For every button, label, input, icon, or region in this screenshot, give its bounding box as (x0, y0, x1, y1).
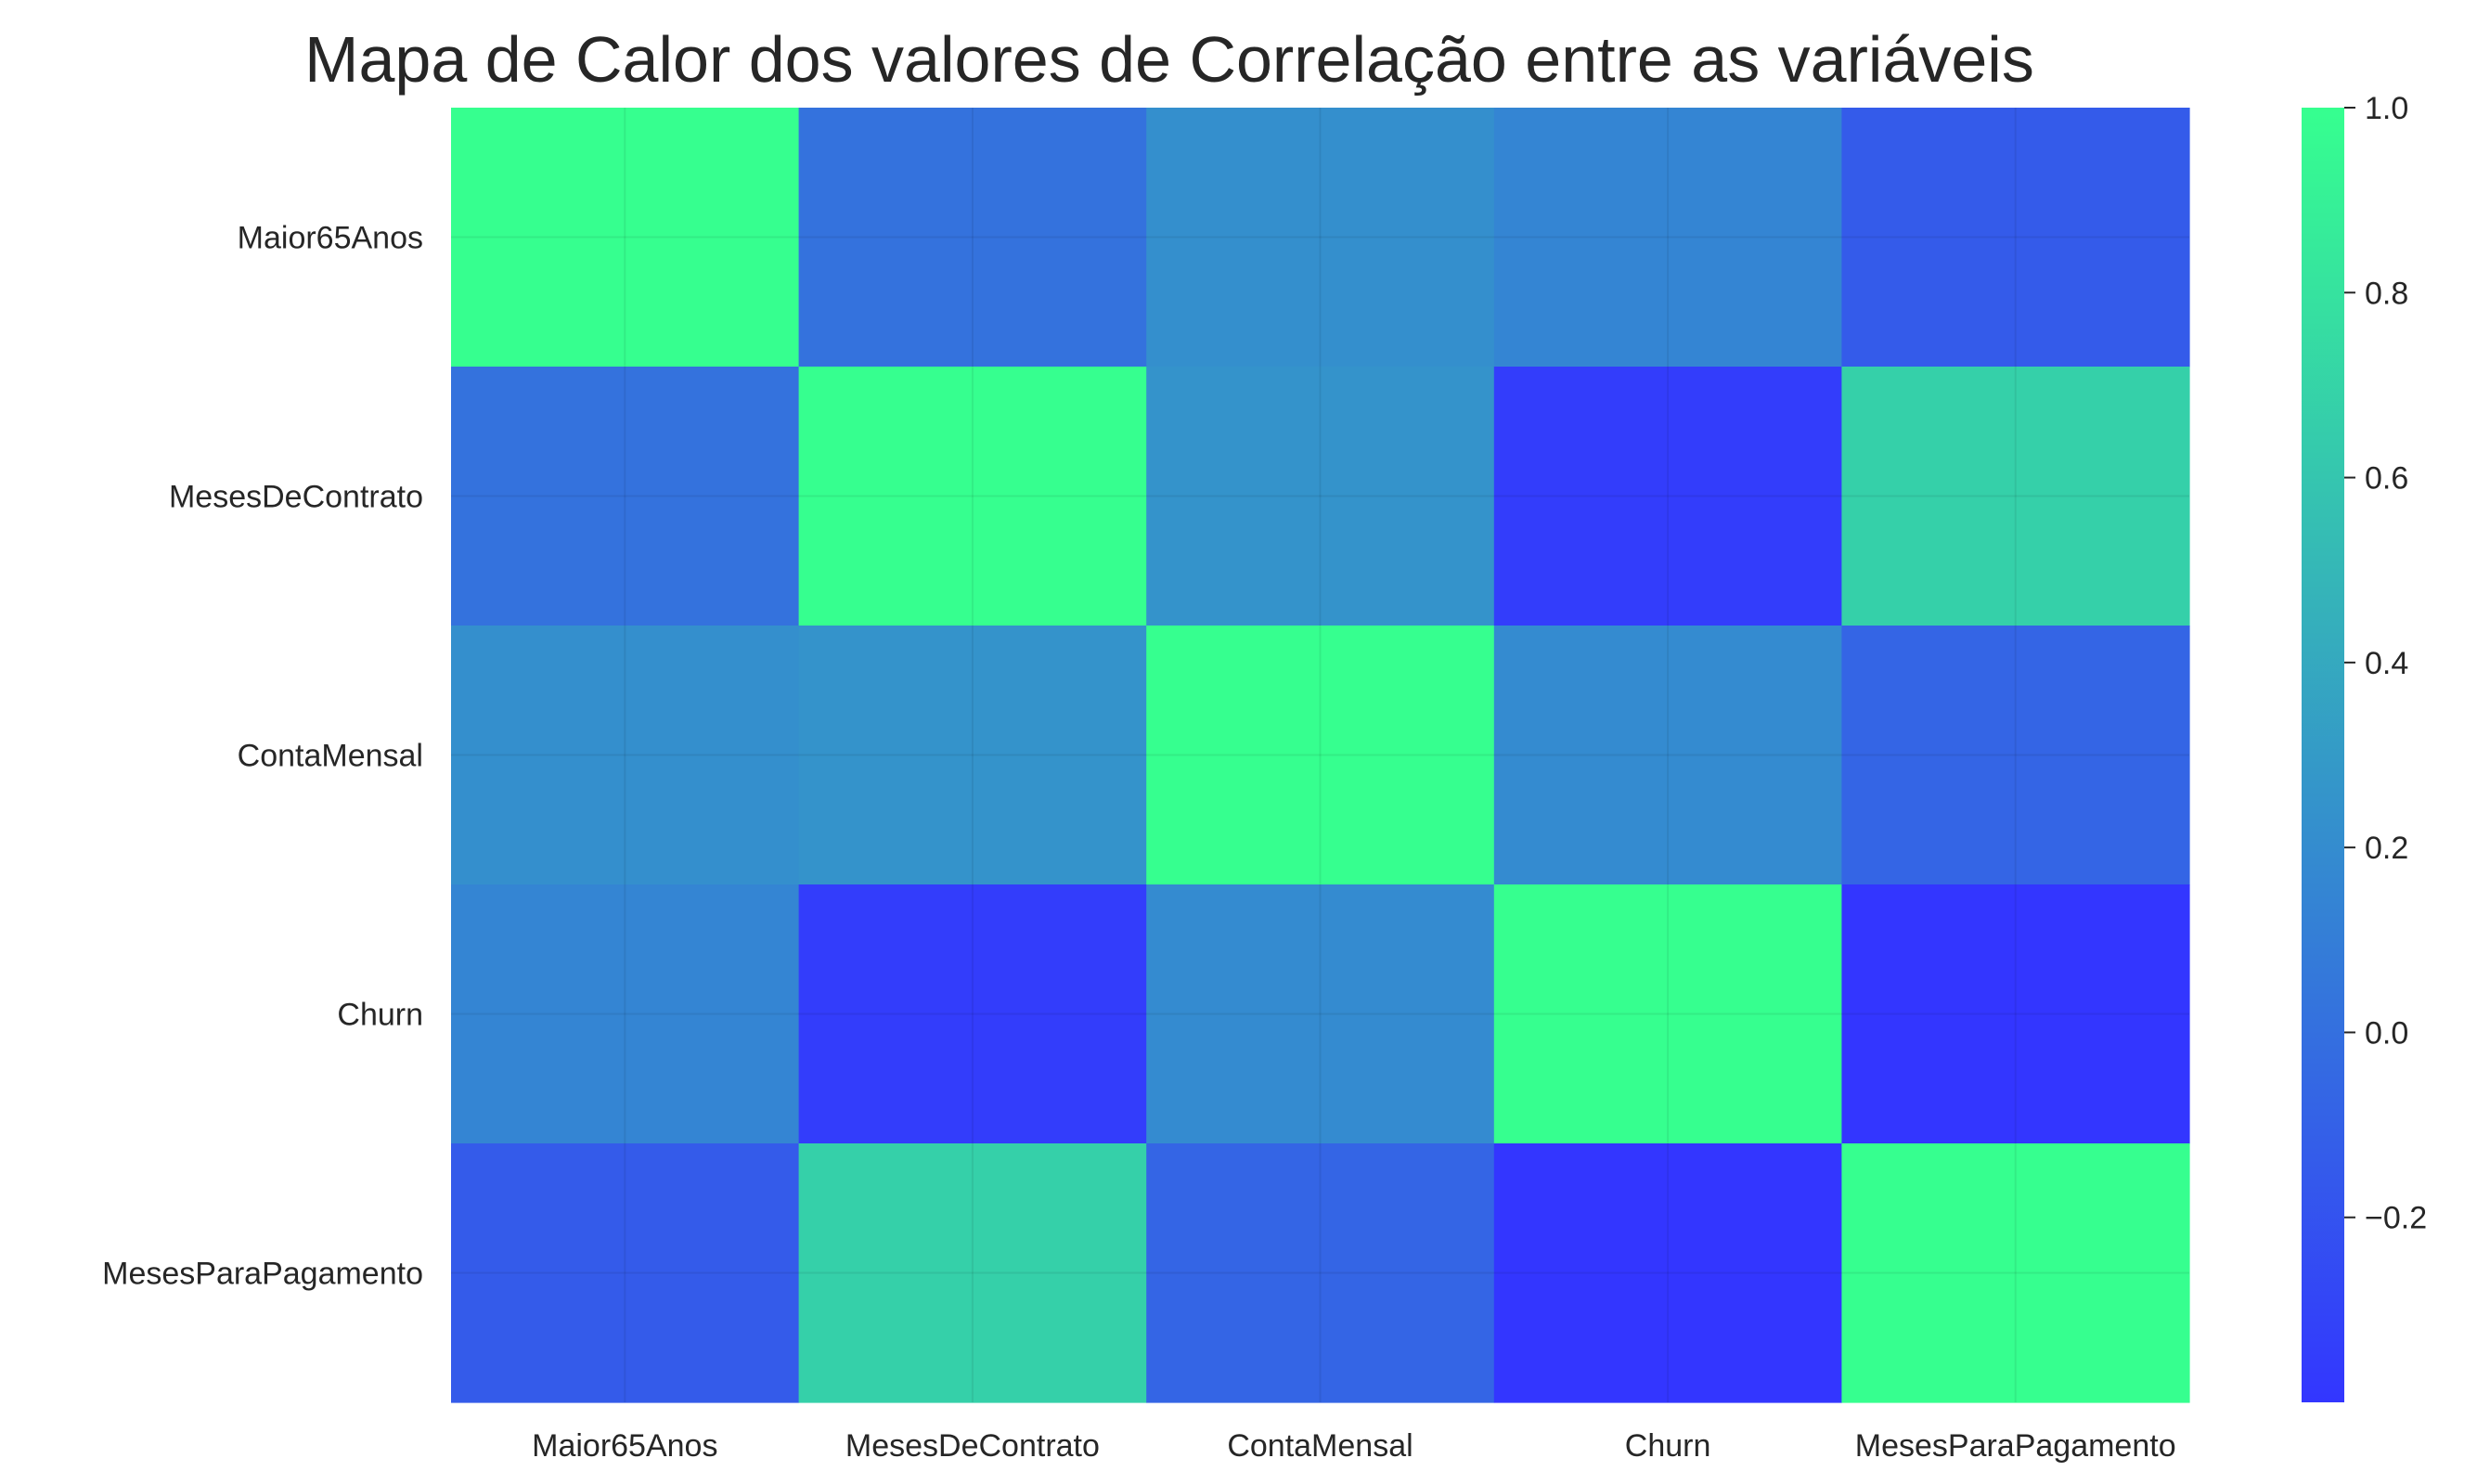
heatmap-cell-Maior65Anos-MesesParaPagamento (1841, 108, 2190, 368)
heatmap-cell-Maior65Anos-Churn (1493, 108, 1842, 368)
heatmap-cell-MesesParaPagamento-Churn (1493, 1143, 1842, 1403)
row-tick-labels: Maior65Anos MesesDeContrato ContaMensal Chu… (102, 221, 423, 1292)
heatmap-cell-Churn-Churn (1493, 884, 1842, 1144)
heatmap-grid (451, 108, 2189, 1402)
column-tick-labels: Maior65Anos MesesDeContrato ContaMensal Chu… (532, 1428, 2176, 1464)
column-label-MesesParaPagamento: MesesParaPagamento (1855, 1428, 2176, 1464)
heatmap-cell-Maior65Anos-MesesDeContrato (798, 108, 1147, 368)
column-label-Churn: Churn (1625, 1428, 1711, 1464)
column-label-Maior65Anos: Maior65Anos (532, 1428, 717, 1464)
row-label-MesesParaPagamento: MesesParaPagamento (102, 1257, 423, 1292)
heatmap-cell-MesesDeContrato-Churn (1493, 367, 1842, 626)
heatmap-cell-MesesParaPagamento-Maior65Anos (451, 1143, 800, 1403)
heatmap-cell-Maior65Anos-ContaMensal (1146, 108, 1495, 368)
heatmap-cell-MesesDeContrato-ContaMensal (1146, 367, 1495, 626)
row-label-ContaMensal: ContaMensal (238, 739, 423, 774)
colorbar-tick-label: 0.2 (2365, 831, 2408, 866)
colorbar-tick-label: 0.4 (2365, 646, 2408, 681)
heatmap-cell-MesesDeContrato-MesesParaPagamento (1841, 367, 2190, 626)
heatmap-cell-MesesParaPagamento-ContaMensal (1146, 1143, 1495, 1403)
colorbar-ticks: 1.0 0.8 0.6 0.4 0.2 0.0 −0.2 (2344, 91, 2427, 1236)
heatmap-cell-Churn-MesesDeContrato (798, 884, 1147, 1144)
colorbar-tick-label: 0.6 (2365, 461, 2408, 497)
column-label-ContaMensal: ContaMensal (1227, 1428, 1413, 1464)
heatmap-cell-Churn-MesesParaPagamento (1841, 884, 2190, 1144)
heatmap-cell-MesesDeContrato-Maior65Anos (451, 367, 800, 626)
chart-title: Mapa de Calor dos valores de Correlação … (304, 23, 2034, 96)
row-label-Maior65Anos: Maior65Anos (238, 221, 423, 256)
heatmap-cell-MesesParaPagamento-MesesParaPagamento (1841, 1143, 2190, 1403)
heatmap-cell-ContaMensal-MesesParaPagamento (1841, 626, 2190, 885)
heatmap-cell-Churn-ContaMensal (1146, 884, 1495, 1144)
colorbar (2302, 108, 2344, 1402)
heatmap-cell-ContaMensal-MesesDeContrato (798, 626, 1147, 885)
colorbar-tick-label: −0.2 (2365, 1201, 2427, 1236)
colorbar-tick-label: 0.8 (2365, 276, 2408, 311)
heatmap-cell-ContaMensal-ContaMensal (1146, 626, 1495, 885)
row-label-MesesDeContrato: MesesDeContrato (169, 480, 423, 515)
row-label-Churn: Churn (337, 998, 423, 1033)
heatmap-cell-MesesParaPagamento-MesesDeContrato (798, 1143, 1147, 1403)
heatmap-cell-Maior65Anos-Maior65Anos (451, 108, 800, 368)
colorbar-tick-label: 0.0 (2365, 1015, 2408, 1051)
heatmap-cells (451, 108, 2190, 1403)
heatmap-cell-Churn-Maior65Anos (451, 884, 800, 1144)
colorbar-tick-label: 1.0 (2365, 91, 2408, 126)
heatmap-cell-ContaMensal-Churn (1493, 626, 1842, 885)
heatmap-cell-ContaMensal-Maior65Anos (451, 626, 800, 885)
column-label-MesesDeContrato: MesesDeContrato (845, 1428, 1100, 1464)
heatmap-cell-MesesDeContrato-MesesDeContrato (798, 367, 1147, 626)
